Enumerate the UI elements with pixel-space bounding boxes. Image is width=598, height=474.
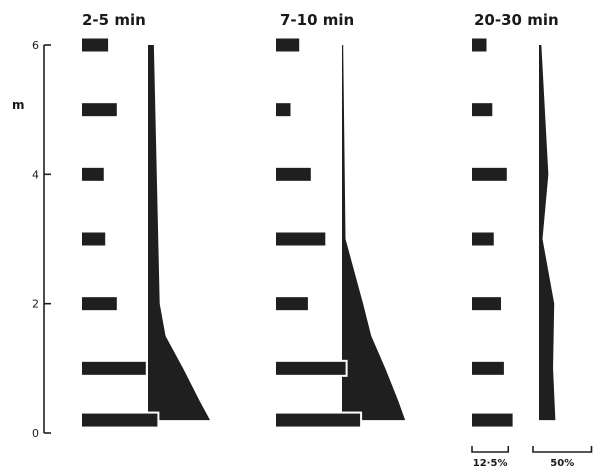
bar — [276, 103, 291, 117]
scale-bar: 12·5% — [471, 446, 510, 469]
bar — [472, 361, 504, 375]
y-tick-label: 6 — [32, 39, 39, 52]
bar — [82, 167, 104, 181]
bar — [472, 232, 494, 246]
y-tick-label: 4 — [32, 168, 39, 181]
bar — [472, 413, 513, 427]
bar — [82, 413, 158, 427]
scale-bracket — [471, 446, 510, 453]
bar — [472, 103, 493, 117]
bar — [82, 232, 106, 246]
profile-area — [148, 45, 211, 421]
bar — [82, 297, 117, 311]
panel-title: 7-10 min — [280, 11, 354, 29]
panel-title: 2-5 min — [82, 11, 146, 29]
panel: 7-10 min — [274, 11, 406, 429]
bar — [276, 38, 300, 52]
bar — [276, 413, 361, 427]
bar — [472, 38, 487, 52]
profile-area — [342, 45, 406, 421]
bar — [82, 38, 109, 52]
bar — [82, 103, 117, 117]
panel: 2-5 min — [80, 11, 211, 429]
panel-title: 20-30 min — [474, 11, 559, 29]
scale-bracket — [532, 446, 593, 453]
y-tick-label: 0 — [32, 427, 39, 440]
scale-label: 50% — [550, 458, 574, 469]
y-axis: 0 2 4 6 m — [12, 39, 51, 440]
scale-label: 12·5% — [473, 458, 508, 469]
bar — [82, 361, 146, 375]
y-axis-label: m — [12, 98, 25, 112]
panel: 20-30 min — [470, 11, 559, 429]
bar — [472, 297, 501, 311]
panels: 2-5 min 7-10 min 20-30 min — [80, 11, 559, 429]
bar — [276, 361, 346, 375]
scale-bar: 50% — [532, 446, 593, 469]
bar — [276, 232, 326, 246]
bar — [276, 167, 311, 181]
y-tick-label: 2 — [32, 298, 39, 311]
profile-area — [539, 45, 556, 421]
scale-bars: 12·5% 50% — [471, 446, 593, 469]
bar — [276, 297, 308, 311]
bar — [472, 167, 507, 181]
